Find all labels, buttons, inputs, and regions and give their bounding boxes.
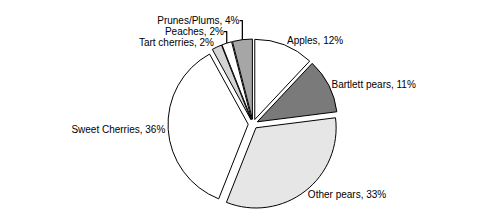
- svg-text:Other pears, 33%: Other pears, 33%: [308, 189, 386, 200]
- svg-text:Bartlett pears, 11%: Bartlett pears, 11%: [331, 79, 415, 90]
- svg-text:Tart cherries, 2%: Tart cherries, 2%: [139, 37, 214, 48]
- svg-text:Prunes/Plums, 4%: Prunes/Plums, 4%: [157, 15, 239, 26]
- svg-text:Peaches, 2%: Peaches, 2%: [165, 26, 224, 37]
- svg-text:Sweet Cherries, 36%: Sweet Cherries, 36%: [71, 124, 165, 135]
- svg-text:Apples, 12%: Apples, 12%: [287, 35, 343, 46]
